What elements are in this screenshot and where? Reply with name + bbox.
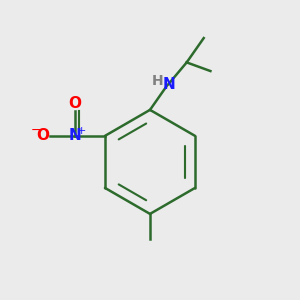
Text: −: − <box>31 124 41 137</box>
Text: H: H <box>152 74 163 88</box>
Text: N: N <box>69 128 82 143</box>
Text: +: + <box>77 125 86 136</box>
Text: O: O <box>36 128 49 143</box>
Text: O: O <box>69 96 82 111</box>
Text: N: N <box>162 76 175 92</box>
